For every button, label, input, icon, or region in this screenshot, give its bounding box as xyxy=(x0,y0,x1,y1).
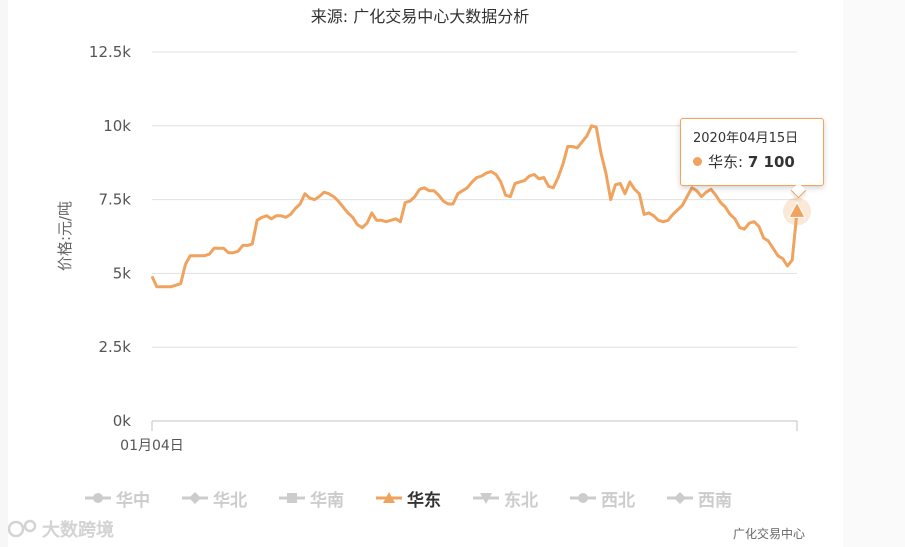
legend-item[interactable]: 东北 xyxy=(473,486,538,511)
legend-label: 华北 xyxy=(213,490,247,511)
legend-square-icon xyxy=(279,493,305,503)
chart-title: 来源: 广化交易中心大数据分析 xyxy=(311,7,529,26)
legend-label: 西北 xyxy=(601,490,635,511)
legend-circle-icon xyxy=(85,493,111,503)
y-axis-label: 价格:元/吨 xyxy=(56,201,74,271)
credits: 广化交易中心 xyxy=(733,527,806,541)
legend-circle-icon xyxy=(570,493,596,503)
legend-item[interactable]: 华东 xyxy=(376,486,441,511)
legend-label: 华中 xyxy=(116,490,150,511)
tooltip-date: 2020年04月15日 xyxy=(693,131,799,146)
tooltip: 2020年04月15日 华东: 7 100 xyxy=(680,118,824,186)
grid-lines xyxy=(152,51,797,348)
y-tick-label: 5k xyxy=(113,264,132,282)
y-tick-label: 0k xyxy=(113,412,132,430)
watermark: 大数跨境 xyxy=(8,516,114,542)
legend-triangle-down-icon xyxy=(473,493,499,504)
y-tick-label: 7.5k xyxy=(98,191,131,209)
legend-diamond-icon xyxy=(182,492,208,504)
tooltip-series-dot xyxy=(693,157,702,166)
legend-item[interactable]: 华北 xyxy=(182,486,247,511)
tooltip-value: 7 100 xyxy=(747,153,795,171)
series-line-huadong[interactable] xyxy=(150,124,799,289)
hover-marker[interactable] xyxy=(788,201,806,218)
watermark-logo-icon xyxy=(8,519,37,538)
tooltip-row: 华东: 7 100 xyxy=(693,152,823,172)
tooltip-series-name: 华东 xyxy=(708,153,739,171)
right-margin xyxy=(843,0,905,547)
legend-item[interactable]: 西北 xyxy=(570,486,635,511)
legend-item[interactable]: 西南 xyxy=(667,486,732,511)
watermark-text: 大数跨境 xyxy=(42,520,114,541)
legend-diamond-icon xyxy=(667,492,693,504)
y-tick-label: 2.5k xyxy=(98,338,131,356)
legend-label: 西南 xyxy=(698,490,732,511)
left-margin xyxy=(0,0,8,547)
y-axis: 0k 2.5k 5k 7.5k 10k 12.5k xyxy=(89,43,131,430)
legend: 华中 华北 华南 华东 东北 西北 西南 xyxy=(85,486,764,511)
x-axis: 01月04日 xyxy=(120,420,798,454)
legend-item[interactable]: 华中 xyxy=(85,486,150,511)
legend-label: 东北 xyxy=(504,490,538,511)
x-tick-label: 01月04日 xyxy=(120,438,184,454)
y-tick-label: 10k xyxy=(103,117,131,135)
legend-triangle-icon xyxy=(376,492,402,503)
y-tick-label: 12.5k xyxy=(89,43,131,61)
legend-label: 华南 xyxy=(310,490,344,511)
legend-item[interactable]: 华南 xyxy=(279,486,344,511)
legend-label: 华东 xyxy=(407,490,441,511)
